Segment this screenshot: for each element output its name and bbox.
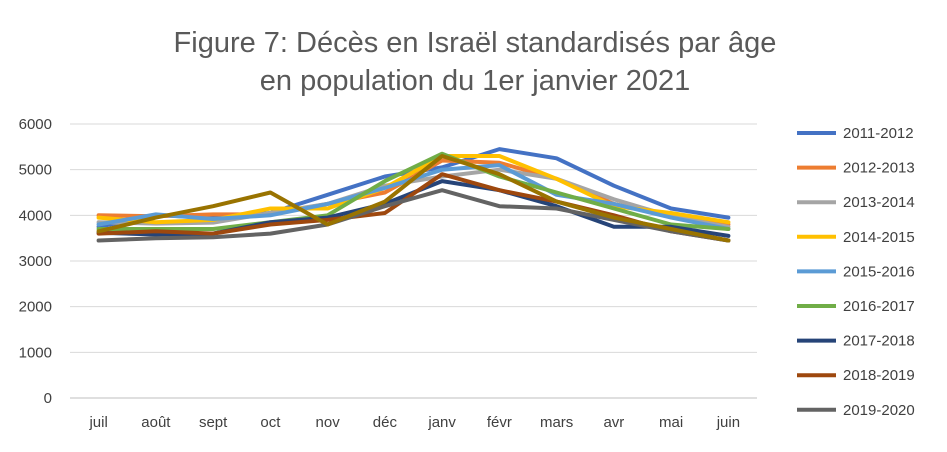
x-tick-label: août — [141, 414, 171, 431]
legend-label-5: 2016-2017 — [843, 298, 915, 315]
x-tick-label: mai — [659, 414, 683, 431]
x-tick-label: mars — [540, 414, 573, 431]
chart-title-line-1: Figure 7: Décès en Israël standardisés p… — [174, 27, 777, 59]
x-tick-label: oct — [260, 414, 281, 431]
y-tick-label: 0 — [44, 390, 52, 407]
y-tick-label: 5000 — [19, 162, 52, 179]
x-tick-label: juil — [88, 414, 107, 431]
y-tick-label: 3000 — [19, 253, 52, 270]
legend-label-3: 2014-2015 — [843, 229, 915, 246]
x-tick-label: sept — [199, 414, 228, 431]
x-tick-label: juin — [716, 414, 740, 431]
x-tick-label: déc — [373, 414, 398, 431]
legend-label-0: 2011-2012 — [843, 125, 914, 142]
legend-label-7: 2018-2019 — [843, 367, 915, 384]
legend-label-2: 2013-2014 — [843, 194, 915, 211]
y-tick-label: 4000 — [19, 207, 52, 224]
x-tick-label: avr — [603, 414, 624, 431]
x-tick-label: janv — [427, 414, 456, 431]
y-tick-label: 6000 — [19, 116, 52, 133]
legend-label-8: 2019-2020 — [843, 402, 915, 419]
x-tick-label: nov — [316, 414, 341, 431]
y-tick-label: 1000 — [19, 344, 52, 361]
chart-title-line-2: en population du 1er janvier 2021 — [260, 65, 691, 97]
y-tick-label: 2000 — [19, 299, 52, 316]
x-tick-label: févr — [487, 414, 512, 431]
legend-label-4: 2015-2016 — [843, 263, 915, 280]
legend-label-1: 2012-2013 — [843, 160, 915, 177]
legend: 2011-2012 2012-2013 2013-2014 2014-2015 2015… — [797, 125, 915, 419]
legend-label-6: 2017-2018 — [843, 333, 915, 350]
